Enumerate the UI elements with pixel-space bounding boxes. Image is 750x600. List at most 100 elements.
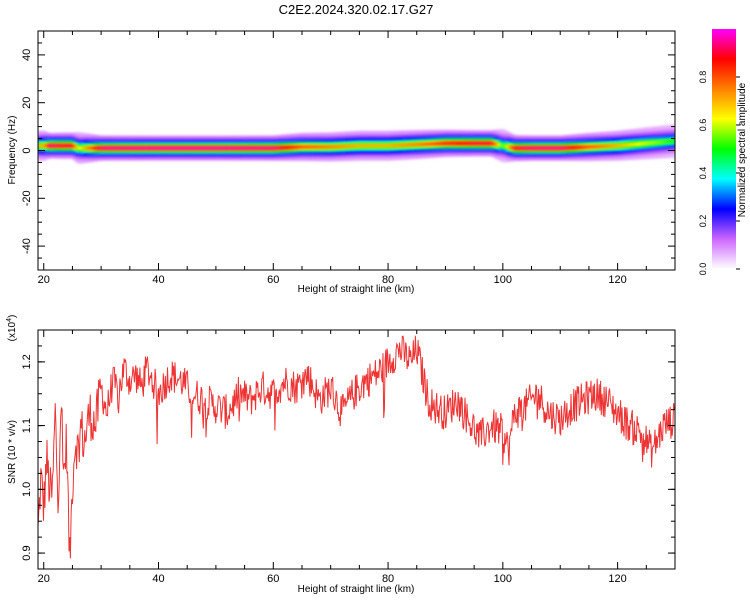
- heat-cell: [347, 144, 352, 148]
- heat-cell: [433, 142, 438, 146]
- heat-cell: [508, 145, 513, 149]
- heat-cell: [187, 146, 191, 150]
- heat-cell: [181, 146, 185, 150]
- heat-cell: [333, 145, 338, 149]
- heat-cell: [370, 143, 375, 148]
- heat-cell: [416, 142, 421, 147]
- heat-cell: [408, 143, 412, 147]
- heat-cell: [654, 140, 659, 145]
- x-tick-label: 20: [38, 274, 50, 286]
- snr-ticks: 20 40 60 80 100 120 0.9 1.0 1.1 1.2: [21, 329, 676, 585]
- heat-cell: [141, 146, 145, 150]
- heat-cell: [666, 139, 670, 144]
- heat-cell: [155, 146, 160, 150]
- heat-cell: [161, 146, 165, 150]
- heat-cell: [281, 146, 286, 150]
- heat-cell: [597, 144, 601, 149]
- heat-cell: [169, 146, 174, 150]
- x-tick-label: 60: [267, 274, 279, 286]
- heat-cell: [69, 144, 74, 148]
- y-tick-label: -20: [21, 190, 33, 206]
- heat-cell: [227, 146, 231, 150]
- heat-cell: [204, 146, 208, 150]
- heat-cell: [129, 146, 134, 150]
- heat-cell: [631, 142, 636, 147]
- heat-cell: [284, 146, 289, 150]
- heat-cell: [132, 146, 137, 150]
- heat-cell: [253, 146, 257, 150]
- heat-cell: [147, 146, 151, 150]
- heat-cell: [112, 146, 117, 150]
- heat-cell: [649, 141, 653, 145]
- heat-cell: [258, 146, 263, 150]
- heat-cell: [390, 143, 395, 148]
- heat-cell: [144, 146, 148, 150]
- heat-cell: [606, 144, 610, 148]
- heat-cell: [178, 146, 183, 150]
- heat-cell: [482, 141, 487, 145]
- heat-cell: [307, 145, 312, 149]
- heat-cell: [250, 146, 254, 150]
- heat-cell: [565, 146, 570, 150]
- heat-cell: [190, 146, 194, 150]
- colorbar-tick-label: 0.8: [698, 71, 708, 84]
- heat-cell: [244, 146, 249, 150]
- heat-cell: [643, 141, 647, 146]
- heat-cell: [499, 143, 504, 148]
- heat-cell: [86, 146, 91, 150]
- heat-cell: [488, 141, 492, 145]
- heat-cell: [617, 143, 622, 148]
- heat-cell: [75, 145, 79, 150]
- heat-cell: [313, 145, 317, 149]
- heat-cell: [192, 146, 197, 150]
- spectrogram-xlabel: Height of straight line (km): [298, 284, 415, 295]
- heat-cell: [115, 146, 119, 150]
- heat-cell: [399, 143, 404, 147]
- heat-cell: [551, 146, 556, 150]
- heat-cell: [531, 146, 536, 150]
- heat-cell: [167, 146, 171, 150]
- heat-cell: [195, 146, 200, 150]
- snr-ylabel: SNR (10 * v/v): [7, 420, 18, 484]
- heat-cell: [474, 141, 478, 145]
- heat-cell: [60, 144, 65, 148]
- heat-cell: [256, 146, 260, 150]
- heat-cell: [267, 146, 272, 150]
- x-tick-label: 100: [494, 573, 512, 585]
- spectrogram-panel: 20 40 60 80 100 120 -40 -20 0 20 40 Height of stra…: [7, 30, 676, 295]
- heat-cell: [40, 143, 45, 148]
- snr-scale-exp: 4: [6, 318, 13, 322]
- heat-cell: [270, 146, 274, 150]
- heat-cell: [149, 146, 154, 150]
- heat-cell: [422, 142, 426, 146]
- heat-cell: [456, 141, 461, 145]
- heat-cell: [663, 139, 667, 144]
- heat-cell: [138, 146, 142, 150]
- x-tick-label: 20: [38, 573, 50, 585]
- heat-cell: [95, 146, 99, 150]
- heat-cell: [413, 142, 418, 147]
- y-tick-label: 1.1: [21, 418, 33, 433]
- heat-cell: [425, 142, 429, 146]
- heat-cell: [356, 144, 360, 148]
- heat-cell: [560, 146, 564, 150]
- heat-cell: [121, 146, 125, 150]
- heat-cell: [614, 144, 619, 148]
- heat-cell: [58, 144, 62, 148]
- heat-cell: [81, 146, 85, 150]
- heat-cell: [124, 146, 128, 150]
- heat-cell: [468, 141, 472, 145]
- heat-cell: [465, 141, 470, 145]
- heat-cell: [158, 146, 162, 150]
- heat-cell: [78, 146, 82, 150]
- x-tick-label: 80: [382, 573, 394, 585]
- heat-cell: [63, 144, 68, 148]
- heat-cell: [477, 141, 481, 145]
- heat-cell: [184, 146, 188, 150]
- heat-cell: [557, 146, 561, 150]
- heat-cell: [514, 146, 518, 150]
- heat-cell: [376, 143, 381, 148]
- heat-cell: [324, 145, 329, 149]
- heat-layer: [38, 139, 675, 150]
- heat-cell: [218, 146, 223, 150]
